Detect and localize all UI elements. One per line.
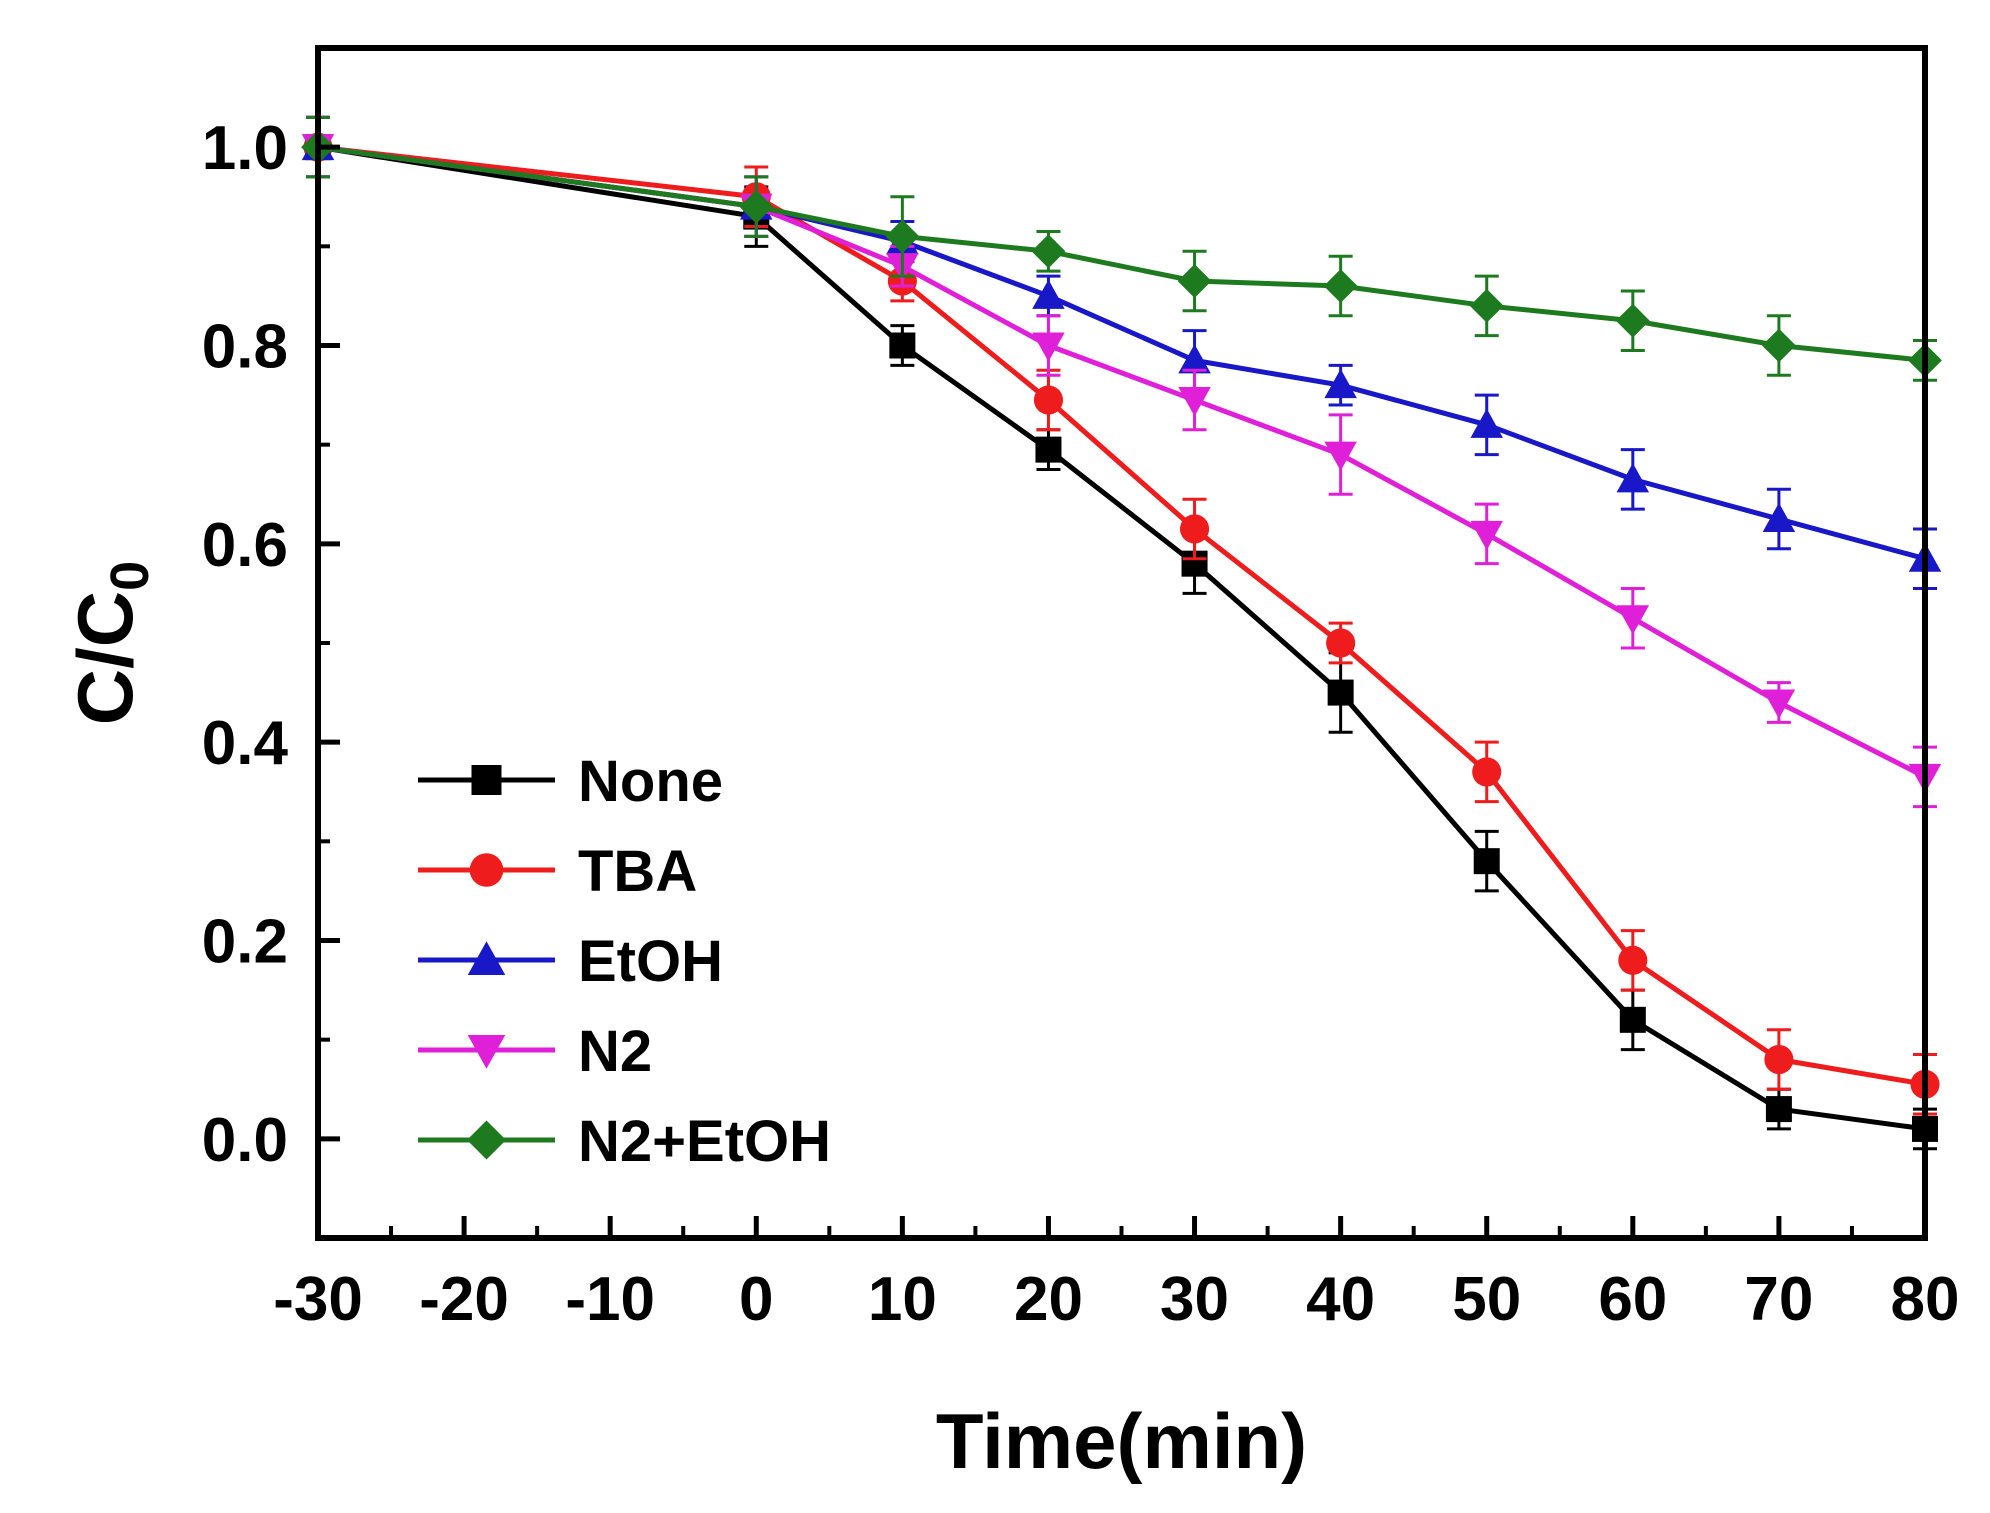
series-line bbox=[317, 144, 1927, 780]
data-point bbox=[1618, 945, 1648, 975]
legend-label: N2+EtOH bbox=[578, 1109, 831, 1174]
data-point bbox=[1032, 332, 1065, 362]
x-tick-label: 60 bbox=[1598, 1265, 1667, 1334]
series-line bbox=[317, 144, 1926, 363]
legend-item: N2+EtOH bbox=[418, 1109, 831, 1174]
x-tick-label: 70 bbox=[1744, 1265, 1813, 1334]
legend-item: EtOH bbox=[418, 929, 723, 994]
data-point bbox=[1616, 463, 1650, 493]
series-n2-etoh bbox=[301, 115, 1942, 382]
y-axis-title-subscript: 0 bbox=[100, 561, 160, 591]
legend-marker bbox=[467, 941, 506, 975]
x-tick-label: 50 bbox=[1452, 1265, 1521, 1334]
data-point bbox=[1179, 514, 1210, 544]
data-point bbox=[1616, 605, 1650, 635]
series-line bbox=[317, 144, 1926, 1087]
data-point bbox=[885, 219, 920, 254]
legend-marker bbox=[467, 1035, 506, 1069]
x-tick-label: 10 bbox=[868, 1265, 937, 1334]
data-point bbox=[1035, 436, 1062, 463]
data-point bbox=[1032, 279, 1065, 309]
legend-label: N2 bbox=[578, 1019, 652, 1084]
y-axis: 0.0 0.2 0.4 0.6 0.8 1.0 bbox=[202, 46, 340, 1240]
plot-frame bbox=[315, 45, 1928, 1241]
y-tick-label: 0.0 bbox=[202, 1106, 288, 1175]
data-point bbox=[1178, 387, 1211, 417]
data-point bbox=[1324, 441, 1357, 471]
legend-item: None bbox=[418, 749, 723, 814]
series-none bbox=[305, 115, 1938, 1151]
data-point bbox=[1326, 628, 1356, 658]
data-point bbox=[1473, 848, 1500, 875]
y-tick-label: 0.6 bbox=[202, 511, 288, 580]
x-tick-label: 40 bbox=[1306, 1265, 1375, 1334]
data-point bbox=[1327, 679, 1354, 706]
data-point bbox=[1031, 234, 1066, 269]
data-point bbox=[1469, 288, 1504, 323]
data-point bbox=[1472, 757, 1502, 787]
data-point bbox=[1033, 385, 1064, 415]
legend: None TBA EtOH N2 N2+EtOH bbox=[418, 749, 831, 1174]
x-tick-label: -30 bbox=[273, 1265, 363, 1334]
data-point bbox=[1619, 1006, 1646, 1033]
legend-label: None bbox=[578, 749, 723, 814]
legend-item: TBA bbox=[418, 839, 697, 904]
legend-label: TBA bbox=[578, 839, 697, 904]
data-point bbox=[1762, 502, 1796, 533]
x-tick-label: -20 bbox=[419, 1265, 509, 1334]
y-tick-label: 0.2 bbox=[202, 908, 288, 977]
data-point bbox=[739, 189, 774, 224]
legend-item: N2 bbox=[418, 1019, 652, 1084]
data-point bbox=[1178, 344, 1211, 374]
y-tick-label: 1.0 bbox=[202, 114, 288, 183]
data-point bbox=[1765, 1096, 1792, 1123]
legend-label: EtOH bbox=[578, 929, 723, 994]
y-tick-label: 0.8 bbox=[202, 313, 288, 382]
data-point bbox=[889, 332, 916, 359]
legend-marker bbox=[467, 1120, 506, 1160]
series-layer bbox=[301, 115, 1942, 1151]
data-point bbox=[1470, 520, 1503, 551]
data-point bbox=[1324, 368, 1357, 399]
x-tick-label: 0 bbox=[739, 1265, 773, 1334]
legend-marker bbox=[469, 853, 504, 887]
data-point bbox=[1470, 408, 1503, 438]
x-axis: -30 -20 -10 0 10 20 30 40 50 60 70 80 bbox=[273, 1216, 1959, 1334]
x-tick-label: 80 bbox=[1891, 1265, 1960, 1334]
legend-marker bbox=[471, 765, 502, 795]
data-point bbox=[1323, 269, 1358, 303]
data-point bbox=[1177, 264, 1212, 298]
data-point bbox=[1762, 689, 1796, 719]
series-line bbox=[317, 144, 1926, 562]
x-tick-label: 20 bbox=[1014, 1265, 1083, 1334]
series-line bbox=[317, 144, 1926, 1132]
data-point bbox=[1764, 1044, 1794, 1075]
data-point bbox=[1615, 303, 1650, 338]
x-tick-label: -10 bbox=[565, 1265, 655, 1334]
series-etoh bbox=[301, 115, 1942, 590]
x-axis-title: Time(min) bbox=[936, 1397, 1307, 1485]
y-axis-title-main: C/C bbox=[61, 591, 149, 725]
x-tick-label: 30 bbox=[1160, 1265, 1229, 1334]
y-tick-label: 0.4 bbox=[202, 709, 289, 778]
y-axis-title: C/C0 bbox=[61, 561, 160, 725]
data-point bbox=[1762, 328, 1796, 363]
